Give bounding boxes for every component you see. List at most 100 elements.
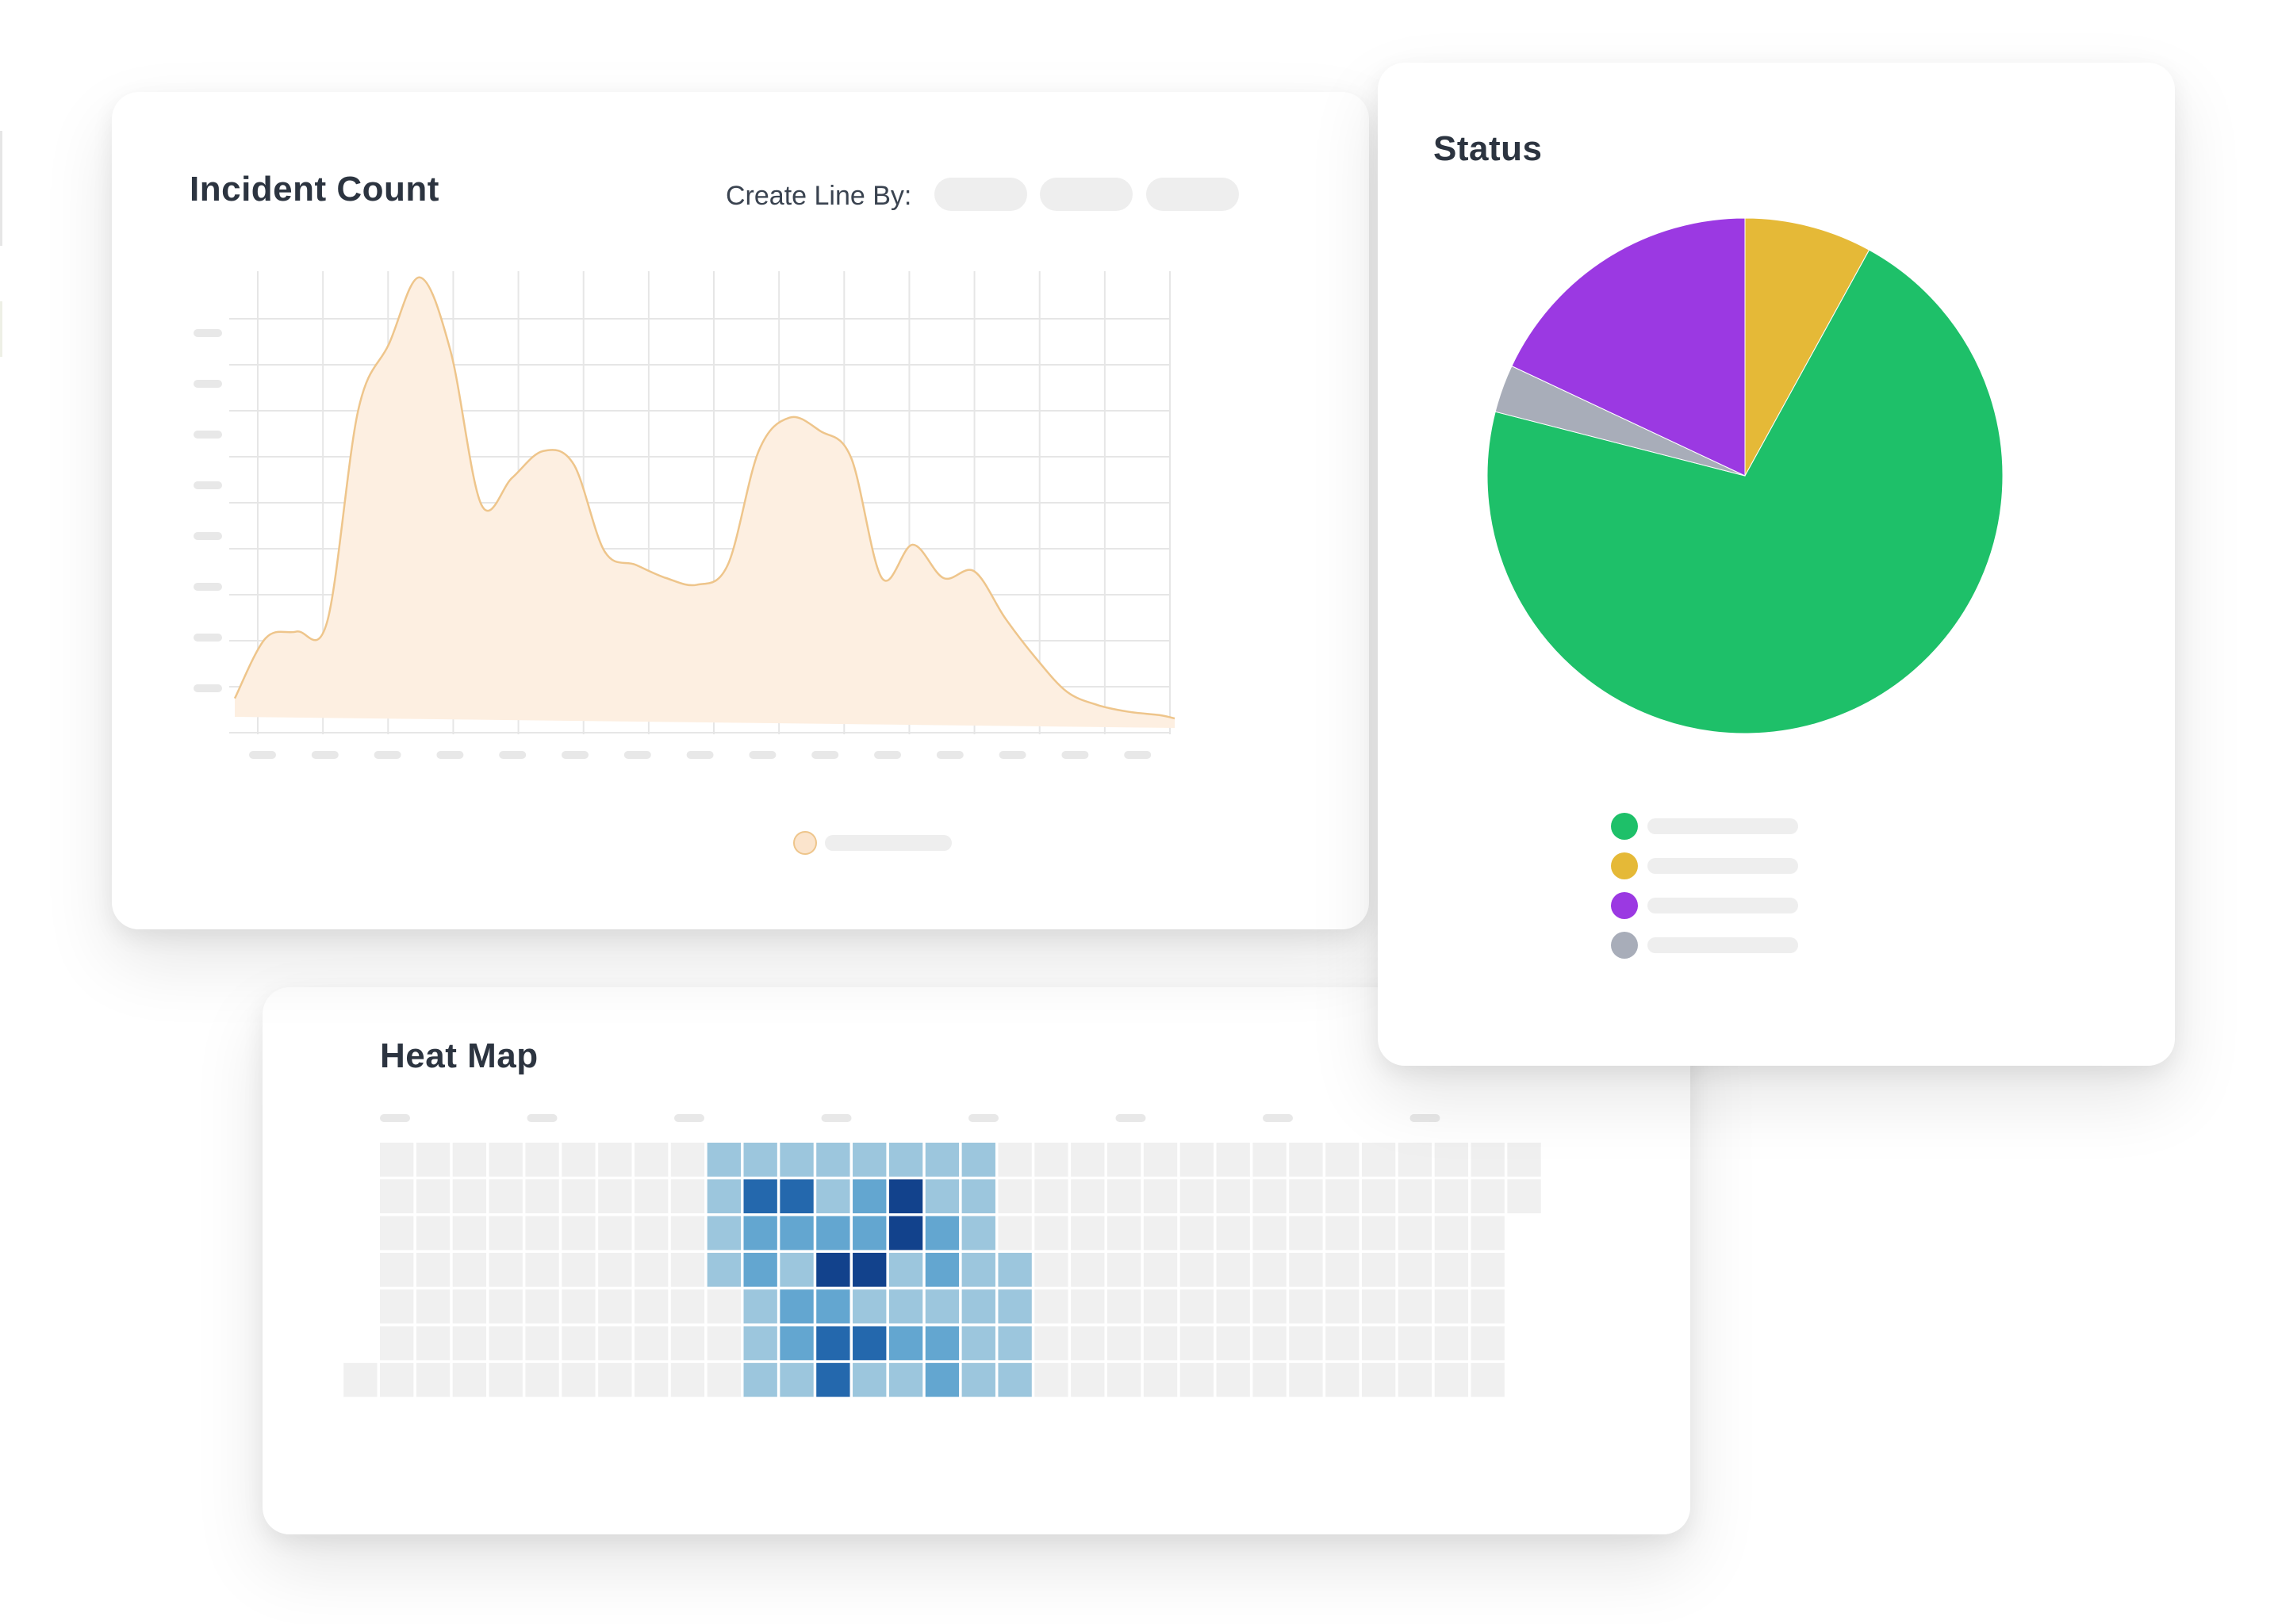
heat-map-cell [925,1289,960,1323]
heat-map-cell [489,1252,523,1287]
heat-map-cell [816,1326,850,1361]
heat-map-cell [1434,1216,1468,1251]
heat-map-cell [562,1362,596,1397]
heat-map-cell [670,1143,705,1177]
heat-map-cell [1071,1362,1105,1397]
heat-map-cell [489,1326,523,1361]
partial-edge-mark [0,301,2,357]
heat-map-cell [888,1143,923,1177]
heat-map-cell [1034,1143,1068,1177]
create-line-option-3[interactable] [1146,178,1239,211]
heat-map-cell [489,1216,523,1251]
status-legend-swatch [1611,932,1638,959]
heat-map-cell [1179,1289,1214,1323]
heat-map-cell [416,1289,451,1323]
heat-map-cell [525,1289,559,1323]
x-tick-label [1061,751,1089,759]
heat-map-cell [598,1252,632,1287]
heat-map-cell [1361,1179,1396,1214]
heat-map-cell [707,1143,741,1177]
heat-map-cell [525,1179,559,1214]
heat-map-cell [707,1179,741,1214]
heat-map-column-label [1409,1114,1440,1122]
heat-map-cell [1216,1289,1250,1323]
heat-map-cell [1325,1216,1360,1251]
heat-map-cell [925,1326,960,1361]
heat-map-cell [961,1289,995,1323]
x-tick-label [623,751,651,759]
heat-map-cell [1325,1326,1360,1361]
heat-map-cell [1252,1143,1287,1177]
heat-map-cell [634,1216,669,1251]
heat-map-cell [998,1326,1032,1361]
x-tick-label [811,751,839,759]
heat-map-cell [1471,1326,1505,1361]
heat-map-cell [780,1326,814,1361]
heat-map-cell [1325,1179,1360,1214]
status-legend-label [1647,818,1798,834]
x-tick-label [249,751,276,759]
heat-map-cell [1398,1179,1432,1214]
heat-map-cell [707,1216,741,1251]
heat-map-cell [1143,1362,1178,1397]
heat-map-cell [489,1289,523,1323]
heat-map-cell [1325,1362,1360,1397]
x-tick-label [874,751,901,759]
heat-map-cell [780,1252,814,1287]
heat-map-cell [1071,1252,1105,1287]
heat-map-cell [1034,1326,1068,1361]
heat-map-cell [489,1179,523,1214]
heat-map-cell [634,1143,669,1177]
heat-map-cell [998,1289,1032,1323]
heat-map-cell [816,1362,850,1397]
heat-map-cell [1216,1252,1250,1287]
heat-map-cell [670,1362,705,1397]
heat-map-cell [670,1179,705,1214]
heat-map-cell [1216,1362,1250,1397]
heat-map-column-label [968,1114,999,1122]
heat-map-cell [1179,1179,1214,1214]
heat-map-cell [525,1252,559,1287]
heat-map-cell [888,1216,923,1251]
heat-map-cell [853,1289,887,1323]
heat-map-cell [998,1143,1032,1177]
y-tick-label [194,684,222,692]
heat-map-cell [1143,1216,1178,1251]
heat-map-cell [925,1143,960,1177]
y-tick-label [194,532,222,540]
heat-map-cell [1325,1252,1360,1287]
heat-map-cell [743,1326,777,1361]
heat-map-cell [1398,1143,1432,1177]
heat-map-cell [416,1143,451,1177]
heat-map-cell [1471,1252,1505,1287]
heat-map-cell [853,1326,887,1361]
heat-map-cell [452,1216,487,1251]
heat-map-cell [1216,1179,1250,1214]
x-tick-label [936,751,964,759]
heat-map-cell [1179,1252,1214,1287]
x-tick-label [749,751,777,759]
heat-map-cell [780,1289,814,1323]
heat-map-cell [707,1289,741,1323]
heat-map-cell [634,1326,669,1361]
y-tick-label [194,329,222,337]
heat-map-cell [452,1289,487,1323]
heat-map-cell [1107,1362,1141,1397]
heat-map-cell [670,1289,705,1323]
heat-map-cell [998,1362,1032,1397]
create-line-option-2[interactable] [1040,178,1133,211]
heat-map-cell [634,1179,669,1214]
heat-map-cell [1289,1326,1323,1361]
heat-map-cell [1289,1179,1323,1214]
heat-map-cell [1034,1252,1068,1287]
heat-map-cell [961,1143,995,1177]
heat-map-cell [343,1362,378,1397]
heat-map-cell [961,1252,995,1287]
heat-map-cell [1143,1252,1178,1287]
incident-count-card: Incident Count Create Line By: [112,92,1369,929]
heat-map-cell [853,1252,887,1287]
heat-map-cell [1071,1216,1105,1251]
create-line-option-1[interactable] [934,178,1027,211]
heat-map-cell [743,1362,777,1397]
heat-map-cell [1434,1362,1468,1397]
